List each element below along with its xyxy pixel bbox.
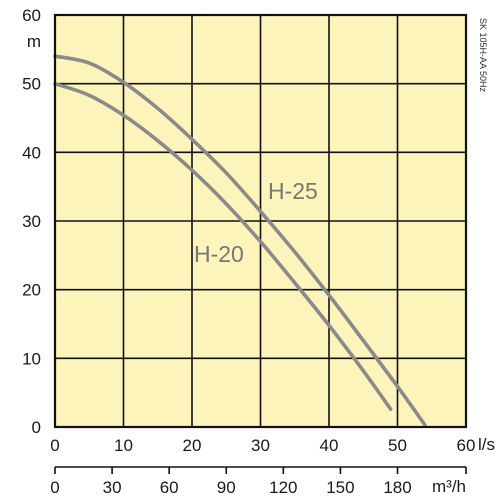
x-tick-label-2: 20 <box>183 436 202 455</box>
x-unit-label: l/s <box>478 435 495 454</box>
x-axis-ticks: 0 10 20 30 40 50 60 <box>50 436 475 455</box>
x2-unit-label: m³/h <box>432 477 466 496</box>
y-tick-label-2: 20 <box>22 281 41 300</box>
x2-tick-label-1: 30 <box>103 478 122 497</box>
x2-tick-label-2: 60 <box>160 478 179 497</box>
series-label-h20: H-20 <box>194 241 244 267</box>
secondary-x-axis: 0 30 60 90 120 150 180 <box>50 466 467 497</box>
plot-frame <box>53 13 468 429</box>
x-tick-label-1: 10 <box>114 436 133 455</box>
model-side-note: SK 105H-AA 50Hz <box>478 18 488 93</box>
y-tick-label-5: 50 <box>22 75 41 94</box>
y-tick-label-6: 60 <box>22 6 41 25</box>
y-unit-label: m <box>27 32 41 51</box>
x-tick-label-5: 50 <box>388 436 407 455</box>
series-label-h25: H-25 <box>268 178 318 204</box>
x-tick-label-3: 30 <box>251 436 270 455</box>
y-tick-label-1: 10 <box>22 349 41 368</box>
y-tick-label-0: 0 <box>32 418 41 437</box>
grid-lines <box>55 15 466 427</box>
series-line-h-20 <box>53 81 393 411</box>
x2-tick-label-5: 150 <box>326 478 354 497</box>
x2-tick-label-6: 180 <box>383 478 411 497</box>
x-tick-label-4: 40 <box>320 436 339 455</box>
y-tick-label-4: 40 <box>22 143 41 162</box>
y-axis-ticks: 0 10 20 30 40 50 60 <box>22 6 41 437</box>
series-line-h-25 <box>53 54 427 427</box>
x-tick-label-0: 0 <box>50 436 59 455</box>
x2-tick-label-3: 90 <box>217 478 236 497</box>
y-tick-label-3: 30 <box>22 212 41 231</box>
curves <box>53 54 427 427</box>
x2-tick-label-4: 120 <box>269 478 297 497</box>
x2-tick-label-0: 0 <box>50 478 59 497</box>
x-tick-label-6: 60 <box>457 436 476 455</box>
